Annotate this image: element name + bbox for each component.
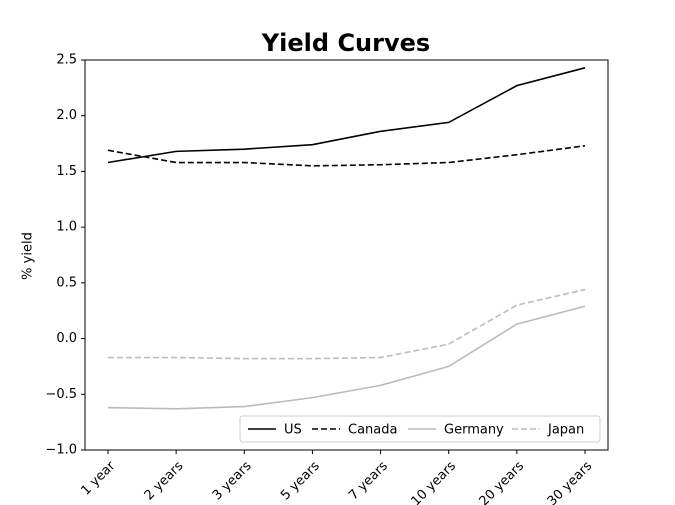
- y-tick-label: 0.5: [56, 275, 77, 290]
- y-tick-label: 1.0: [56, 220, 77, 235]
- series-line: [108, 288, 586, 360]
- y-tick-label: 2.5: [56, 53, 77, 68]
- legend-label: Canada: [348, 423, 397, 438]
- series-line: [107, 145, 586, 167]
- x-tick-label: 1 year: [78, 458, 118, 498]
- series-line: [107, 305, 586, 410]
- x-tick-label: 10 years: [408, 459, 459, 505]
- x-tick-label: 7 years: [346, 459, 391, 504]
- x-tick-label: 3 years: [210, 459, 255, 504]
- legend-label: US: [284, 423, 302, 438]
- legend-label: Japan: [547, 423, 584, 438]
- y-tick-label: −1.0: [45, 443, 77, 458]
- y-tick-label: −0.5: [45, 387, 77, 402]
- x-tick-label: 20 years: [477, 459, 528, 505]
- series-line: [107, 67, 586, 164]
- y-axis-label: % yield: [21, 232, 36, 280]
- chart-title: Yield Curves: [261, 29, 430, 57]
- y-tick-label: 0.0: [56, 331, 77, 346]
- x-tick-label: 30 years: [545, 459, 596, 505]
- y-tick-label: 2.0: [56, 108, 77, 123]
- y-tick-label: 1.5: [56, 164, 77, 179]
- x-tick-label: 5 years: [278, 459, 323, 504]
- x-tick-label: 2 years: [142, 459, 187, 504]
- plot-frame: [84, 59, 609, 451]
- legend-label: Germany: [444, 423, 504, 438]
